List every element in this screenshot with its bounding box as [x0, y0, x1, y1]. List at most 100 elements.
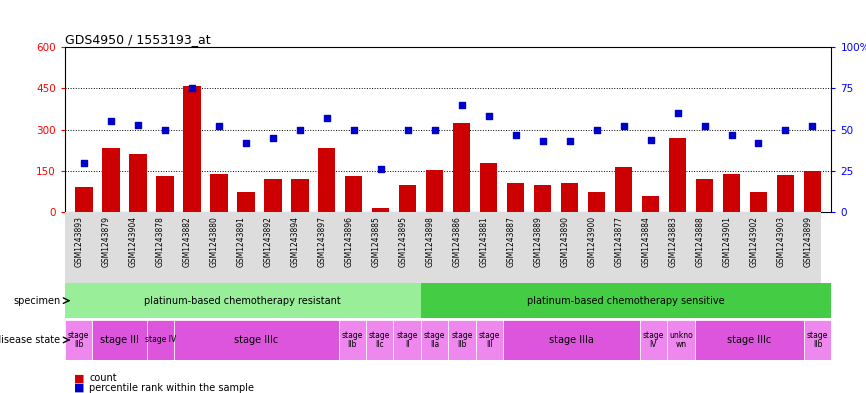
Text: stage
IIb: stage IIb [807, 331, 829, 349]
Text: GSM1243880: GSM1243880 [210, 216, 219, 266]
Bar [642, 196, 659, 212]
Point [184, 85, 198, 92]
Point [158, 127, 171, 133]
Text: stage IIIa: stage IIIa [549, 335, 594, 345]
Text: GSM1243901: GSM1243901 [722, 216, 732, 267]
Text: GSM1243887: GSM1243887 [507, 216, 515, 266]
Text: GSM1243891: GSM1243891 [236, 216, 246, 266]
Text: stage
III: stage III [479, 331, 500, 349]
Point [401, 127, 415, 133]
Point [104, 118, 118, 125]
Bar [561, 183, 578, 212]
Text: platinum-based chemotherapy sensitive: platinum-based chemotherapy sensitive [527, 296, 725, 306]
Text: platinum-based chemotherapy resistant: platinum-based chemotherapy resistant [145, 296, 341, 306]
Point [617, 123, 630, 130]
Bar [65, 320, 93, 360]
Text: GSM1243882: GSM1243882 [183, 216, 191, 266]
Text: percentile rank within the sample: percentile rank within the sample [89, 383, 255, 393]
Bar [237, 191, 255, 212]
Point [293, 127, 307, 133]
Bar [318, 147, 335, 212]
Point [428, 127, 442, 133]
Point [752, 140, 766, 146]
Point [481, 113, 495, 119]
Text: stage
IIa: stage IIa [423, 331, 445, 349]
Point [698, 123, 712, 130]
Text: GSM1243894: GSM1243894 [291, 216, 300, 267]
Text: disease state: disease state [0, 335, 61, 345]
Text: GSM1243897: GSM1243897 [318, 216, 326, 267]
Text: GSM1243878: GSM1243878 [156, 216, 165, 266]
Text: GSM1243884: GSM1243884 [642, 216, 650, 266]
Bar [147, 320, 174, 360]
Text: GSM1243902: GSM1243902 [749, 216, 759, 267]
Text: stage IIIc: stage IIIc [235, 335, 279, 345]
Bar [93, 320, 147, 360]
Text: GSM1243890: GSM1243890 [560, 216, 570, 267]
Bar [174, 320, 339, 360]
Point [563, 138, 577, 144]
Text: ■: ■ [74, 373, 84, 384]
Bar [804, 320, 831, 360]
Bar [421, 283, 831, 318]
Bar [615, 167, 632, 212]
Bar [533, 185, 552, 212]
Point [374, 166, 388, 173]
Text: GSM1243903: GSM1243903 [777, 216, 785, 267]
Bar [695, 320, 804, 360]
Text: GSM1243896: GSM1243896 [345, 216, 353, 267]
Point [131, 121, 145, 128]
Bar [210, 174, 228, 212]
Point [725, 132, 739, 138]
Point [320, 115, 333, 121]
Bar [588, 191, 605, 212]
Bar [667, 320, 695, 360]
Point [266, 135, 280, 141]
Point [346, 127, 360, 133]
Text: GSM1243895: GSM1243895 [398, 216, 408, 267]
Text: GSM1243904: GSM1243904 [129, 216, 138, 267]
Text: stage
IIb: stage IIb [342, 331, 363, 349]
Text: GSM1243883: GSM1243883 [669, 216, 677, 266]
Bar [345, 176, 363, 212]
Point [239, 140, 253, 146]
Point [805, 123, 819, 130]
Bar [695, 179, 714, 212]
Text: count: count [89, 373, 117, 384]
Point [643, 136, 657, 143]
Point [77, 160, 91, 166]
Bar [75, 187, 93, 212]
Text: GSM1243889: GSM1243889 [533, 216, 543, 266]
Bar [507, 183, 525, 212]
Text: GSM1243900: GSM1243900 [587, 216, 597, 267]
Point [536, 138, 550, 144]
Point [212, 123, 226, 130]
Point [670, 110, 684, 116]
Text: GSM1243885: GSM1243885 [372, 216, 381, 266]
Text: stage IIIc: stage IIIc [727, 335, 772, 345]
Bar [183, 86, 201, 212]
Point [508, 132, 522, 138]
Bar [750, 191, 767, 212]
Text: GDS4950 / 1553193_at: GDS4950 / 1553193_at [65, 33, 210, 46]
Text: GSM1243886: GSM1243886 [453, 216, 462, 266]
Point [455, 102, 469, 108]
Bar [372, 208, 390, 212]
Bar [264, 179, 281, 212]
Bar [291, 179, 308, 212]
Text: stage III: stage III [100, 335, 139, 345]
Point [590, 127, 604, 133]
Bar [804, 171, 821, 212]
Text: stage
IIb: stage IIb [68, 331, 89, 349]
Bar [453, 123, 470, 212]
Bar [777, 175, 794, 212]
Bar [503, 320, 640, 360]
Text: ■: ■ [74, 383, 84, 393]
Text: stage
IIb: stage IIb [451, 331, 473, 349]
Text: stage
II: stage II [397, 331, 417, 349]
Text: stage IV: stage IV [145, 336, 177, 344]
Bar [102, 147, 120, 212]
Bar [129, 154, 146, 212]
Bar [475, 320, 503, 360]
Text: GSM1243898: GSM1243898 [426, 216, 435, 266]
